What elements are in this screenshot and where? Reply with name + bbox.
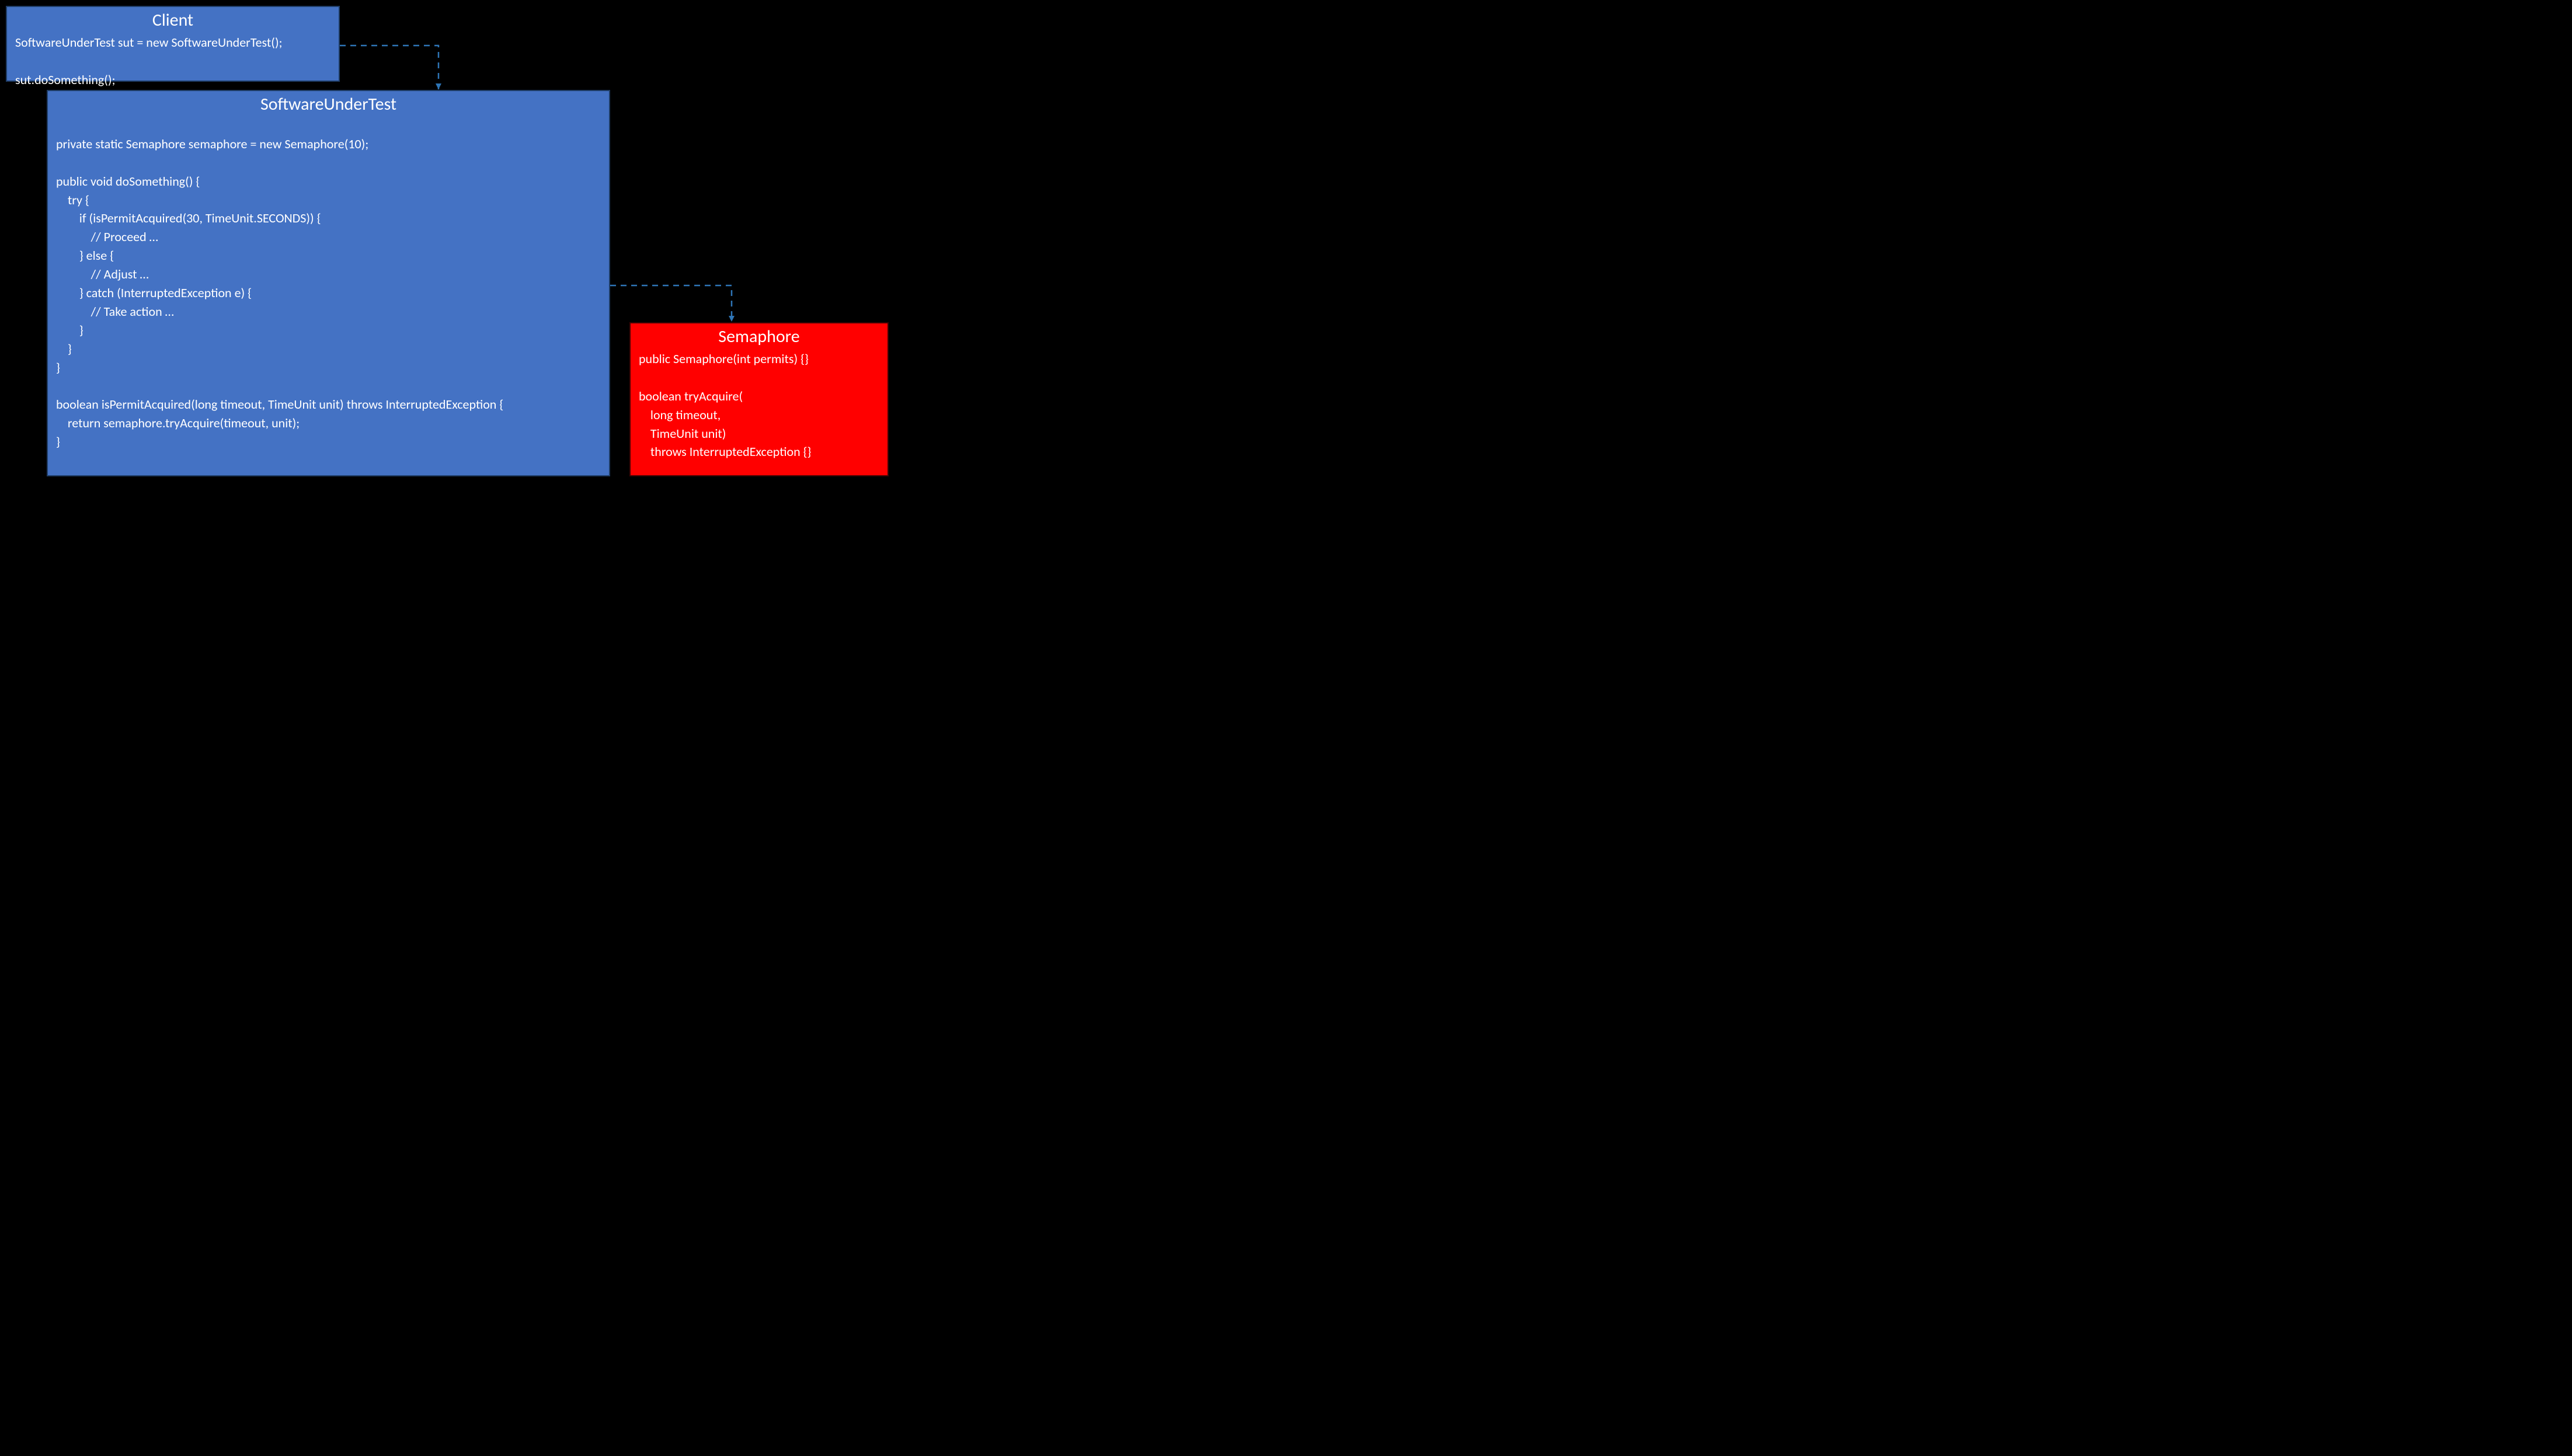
client-code: SoftwareUnderTest sut = new SoftwareUnde… bbox=[7, 32, 339, 95]
sut-code: private static Semaphore semaphore = new… bbox=[48, 116, 609, 457]
client-box: Client SoftwareUnderTest sut = new Softw… bbox=[6, 6, 340, 82]
sut-box: SoftwareUnderTest private static Semapho… bbox=[47, 90, 610, 476]
semaphore-box: Semaphore public Semaphore(int permits) … bbox=[629, 322, 889, 476]
arrow-client-to-sut bbox=[340, 46, 441, 89]
sut-title: SoftwareUnderTest bbox=[48, 95, 609, 114]
client-title: Client bbox=[7, 11, 339, 30]
semaphore-code: public Semaphore(int permits) {} boolean… bbox=[631, 349, 888, 467]
arrow-sut-to-semaphore bbox=[610, 285, 735, 322]
semaphore-title: Semaphore bbox=[631, 327, 888, 346]
diagram-stage: Client SoftwareUnderTest sut = new Softw… bbox=[0, 0, 899, 482]
